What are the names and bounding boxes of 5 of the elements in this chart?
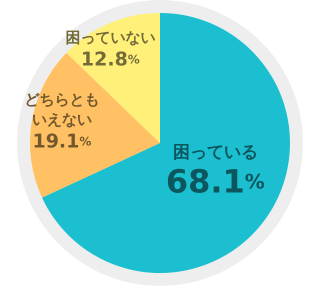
data-label: 68.1%: [166, 162, 265, 201]
data-label: 12.8%: [80, 48, 140, 70]
slice-label: 困っている: [172, 142, 258, 163]
data-label: 19.1%: [32, 130, 92, 153]
slice-label: 困っていない: [65, 28, 156, 46]
